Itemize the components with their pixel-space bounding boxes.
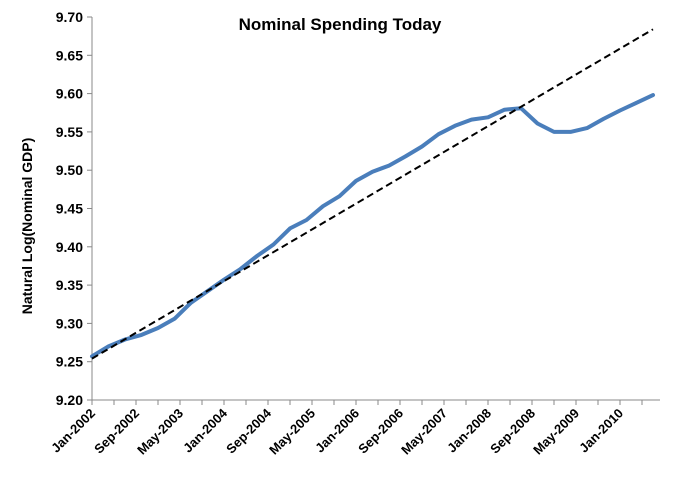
data-point [503, 108, 506, 112]
y-tick-label: 9.70 [56, 9, 83, 25]
x-tick-label: Sep-2006 [355, 406, 406, 457]
x-tick-label: Jan-2010 [576, 406, 626, 456]
series-group [90, 28, 655, 360]
y-tick-label: 9.20 [56, 392, 83, 408]
data-point [156, 326, 160, 330]
data-point [437, 132, 440, 136]
y-axis-ticks: 9.20 9.25 9.30 9.35 9.40 9.45 9.50 9.55 9.60 9.65… [56, 9, 92, 408]
data-point [305, 218, 308, 222]
x-tick-label: May-2005 [266, 406, 318, 458]
data-point [255, 254, 259, 258]
trend-line [91, 28, 654, 360]
x-tick-label: Jan-2008 [444, 406, 494, 456]
data-point [420, 144, 424, 148]
data-point [321, 204, 325, 208]
data-point [140, 333, 143, 337]
data-point [107, 344, 110, 348]
y-tick-label: 9.45 [56, 201, 83, 217]
data-point [404, 154, 407, 158]
nominal-gdp-line [90, 93, 655, 359]
y-tick-label: 9.25 [56, 354, 83, 370]
data-point [585, 126, 589, 130]
y-axis-label: Natural Log(Nominal GDP) [19, 138, 35, 315]
x-axis-ticks: Jan-2002Sep-2002May-2003Jan-2004Sep-2004… [48, 400, 643, 458]
chart-title: Nominal Spending Today [239, 15, 442, 34]
y-tick-label: 9.55 [56, 124, 83, 140]
x-tick-label: Sep-2008 [487, 406, 538, 457]
data-point [536, 121, 539, 125]
y-tick-label: 9.35 [56, 277, 83, 293]
y-tick-label: 9.65 [56, 47, 83, 63]
x-tick-label: May-2007 [398, 406, 450, 458]
data-point [371, 170, 374, 174]
data-point [272, 243, 275, 247]
data-point [552, 130, 556, 134]
data-point [651, 93, 655, 97]
y-tick-label: 9.40 [56, 239, 83, 255]
data-point [569, 130, 572, 134]
data-point [173, 317, 176, 321]
data-point [602, 117, 605, 121]
data-point [354, 179, 358, 183]
data-point [338, 194, 341, 198]
data-point [470, 118, 473, 122]
x-tick-label: Jan-2004 [180, 405, 231, 456]
data-point [288, 226, 292, 230]
x-tick-label: Jan-2006 [312, 406, 362, 456]
y-tick-label: 9.30 [56, 315, 83, 331]
y-tick-label: 9.50 [56, 162, 83, 178]
y-tick-label: 9.60 [56, 86, 83, 102]
data-point [635, 101, 638, 105]
data-point [387, 164, 391, 168]
x-tick-label: May-2003 [134, 406, 186, 458]
x-tick-label: Jan-2002 [48, 406, 98, 456]
x-tick-label: Sep-2002 [91, 406, 142, 457]
x-tick-label: May-2009 [530, 406, 582, 458]
data-point [453, 124, 457, 128]
data-point [239, 267, 242, 271]
data-point [486, 115, 490, 119]
data-point [618, 108, 622, 112]
